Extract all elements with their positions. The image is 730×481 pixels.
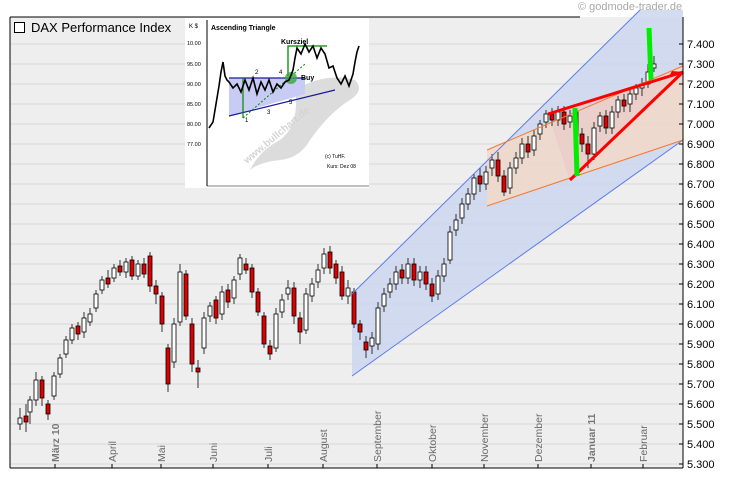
- y-tick-label: 7.100: [687, 99, 715, 111]
- y-tick-label: 7.300: [687, 59, 715, 71]
- inset-date-note: Kurs: Dez 08: [327, 164, 356, 170]
- y-tick-label: 5.800: [687, 359, 715, 371]
- y-tick-label: 6.600: [687, 199, 715, 211]
- inset-pattern-chart: K $ Ascending Triangle 10.00 95.00 90.00 85…: [187, 20, 369, 187]
- y-axis-ticks: 7.400 7.300 7.200 7.100 7.000 6.900 6.800 6.700…: [679, 39, 715, 471]
- bull-watermark-icon: [250, 77, 359, 170]
- inset-point-3: 3: [267, 110, 271, 116]
- ascending-triangle-inset: K $ Ascending Triangle 10.00 95.00 90.00 85…: [185, 18, 369, 188]
- x-tick-label: Mai: [156, 445, 168, 462]
- svg-text:77.00: 77.00: [187, 142, 201, 148]
- svg-text:80.00: 80.00: [187, 122, 201, 128]
- x-axis-ticks: März 10 April Mai Juni Juli August September Ok…: [50, 410, 650, 468]
- y-tick-label: 6.200: [687, 279, 715, 291]
- inset-copyright: (c) TuHF.: [325, 154, 345, 160]
- y-tick-label: 5.700: [687, 379, 715, 391]
- inset-point-2: 2: [255, 70, 259, 76]
- y-tick-label: 6.900: [687, 139, 715, 151]
- svg-text:95.00: 95.00: [187, 62, 201, 68]
- y-tick-label: 5.500: [687, 419, 715, 431]
- y-tick-label: 7.200: [687, 79, 715, 91]
- x-tick-label: Dezember: [533, 413, 545, 462]
- y-tick-label: 6.300: [687, 259, 715, 271]
- inset-target-label: Kursziel: [281, 39, 308, 46]
- x-tick-label: Juni: [208, 443, 220, 462]
- y-tick-label: 7.000: [687, 119, 715, 131]
- y-tick-label: 6.400: [687, 239, 715, 251]
- x-tick-label: Januar 11: [586, 413, 598, 462]
- checkbox-square-icon[interactable]: [14, 22, 25, 33]
- x-tick-label: Juli: [263, 446, 275, 462]
- x-tick-label: Februar: [638, 425, 650, 462]
- inset-title: Ascending Triangle: [211, 25, 276, 32]
- trend-lines: [351, 9, 685, 377]
- inset-buy-label: Buy: [301, 75, 314, 82]
- y-tick-label: 6.100: [687, 299, 715, 311]
- inset-point-4: 4: [279, 70, 283, 76]
- y-tick-label: 6.000: [687, 319, 715, 331]
- inset-point-5: 5: [289, 100, 293, 106]
- x-tick-label: April: [107, 441, 119, 462]
- y-tick-label: 5.300: [687, 459, 715, 471]
- svg-text:10.00: 10.00: [187, 41, 201, 47]
- y-tick-label: 5.900: [687, 339, 715, 351]
- inset-point-1: 1: [245, 118, 249, 124]
- x-tick-label: November: [479, 413, 491, 462]
- inset-y-labels: 10.00 95.00 90.00 85.00 80.00 77.00: [187, 41, 201, 148]
- y-tick-label: 7.400: [687, 39, 715, 51]
- legend-label: DAX Performance Index: [31, 20, 172, 35]
- x-tick-label: August: [318, 429, 330, 462]
- svg-text:90.00: 90.00: [187, 82, 201, 88]
- y-tick-label: 6.500: [687, 219, 715, 231]
- y-tick-label: 6.700: [687, 179, 715, 191]
- x-tick-label: März 10: [50, 423, 62, 462]
- x-tick-label: September: [372, 410, 384, 462]
- x-tick-label: Oktober: [427, 424, 439, 462]
- y-tick-label: 6.800: [687, 159, 715, 171]
- y-tick-label: 5.400: [687, 439, 715, 451]
- inset-currency: K $: [189, 24, 199, 30]
- legend: DAX Performance Index: [14, 20, 171, 35]
- y-tick-label: 5.600: [687, 399, 715, 411]
- svg-text:85.00: 85.00: [187, 102, 201, 108]
